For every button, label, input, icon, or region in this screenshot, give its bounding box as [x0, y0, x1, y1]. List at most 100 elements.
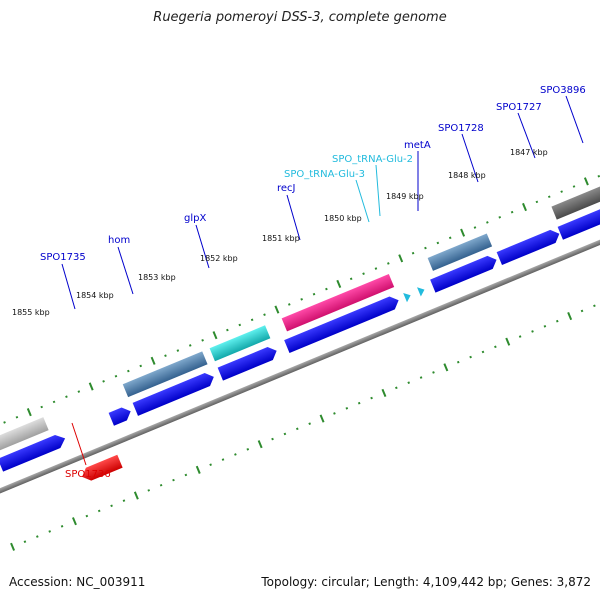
- major-tick: [443, 363, 449, 372]
- major-tick: [319, 414, 325, 423]
- minor-tick: [201, 339, 204, 342]
- minor-tick: [23, 540, 27, 543]
- leader-hom: [117, 246, 134, 295]
- minor-tick: [184, 473, 188, 477]
- kbp-label: 1847 kbp: [510, 148, 548, 157]
- minor-tick: [333, 412, 336, 415]
- gene-label-trna-glu-2[interactable]: SPO_tRNA-Glu-2: [332, 154, 413, 165]
- genome-summary-text: Topology: circular; Length: 4,109,442 bp…: [261, 575, 591, 589]
- inner-tick-track: [10, 304, 596, 551]
- minor-tick: [510, 210, 514, 214]
- minor-tick: [436, 241, 440, 245]
- minor-tick: [494, 345, 497, 349]
- minor-tick: [110, 504, 113, 508]
- gene-label-SPO1735[interactable]: SPO1735: [40, 252, 86, 263]
- major-tick: [26, 408, 32, 417]
- cog-feature-recJ: [281, 274, 395, 332]
- minor-tick: [357, 401, 361, 405]
- minor-tick: [263, 313, 266, 317]
- map-title: Ruegeria pomeroyi DSS-3, complete genome: [153, 10, 447, 25]
- cog-feature-SPO1727: [551, 183, 600, 220]
- gene-label-SPO1728[interactable]: SPO1728: [438, 123, 484, 134]
- minor-tick: [535, 200, 539, 204]
- gene-arrow-glpX: [217, 347, 277, 381]
- minor-tick: [102, 380, 105, 383]
- gene-label-metA[interactable]: metA: [404, 140, 431, 151]
- minor-tick: [481, 350, 485, 354]
- gene-label-glpX[interactable]: glpX: [184, 213, 206, 224]
- minor-tick: [374, 267, 378, 270]
- kbp-label: 1848 kbp: [448, 171, 486, 180]
- major-tick: [505, 337, 511, 346]
- major-tick: [10, 542, 16, 551]
- leader-trna-glu-3: [355, 179, 370, 223]
- minor-tick: [531, 330, 534, 333]
- accession-text: Accession: NC_003911: [9, 575, 146, 589]
- major-tick: [133, 491, 139, 500]
- major-tick: [522, 202, 527, 212]
- minor-tick: [221, 458, 225, 461]
- kbp-scale-labels: 1855 kbp 1854 kbp 1853 kbp 1852 kbp 1851…: [12, 148, 548, 317]
- gene-label-SPO1736[interactable]: SPO1736: [65, 469, 111, 480]
- leader-recJ: [286, 194, 301, 241]
- minor-tick: [424, 246, 427, 250]
- cog-feature-light: [0, 417, 49, 453]
- minor-tick: [395, 386, 398, 390]
- major-tick: [460, 228, 466, 237]
- leader-trna-glu-2: [375, 164, 381, 217]
- leader-SPO1735: [61, 263, 76, 310]
- gene-label-trna-glu-3[interactable]: SPO_tRNA-Glu-3: [284, 169, 365, 180]
- minor-tick: [448, 236, 452, 240]
- minor-tick: [543, 324, 547, 328]
- gene-label-SPO3896[interactable]: SPO3896: [540, 85, 586, 96]
- minor-tick: [287, 303, 291, 306]
- minor-tick: [172, 478, 175, 482]
- minor-tick: [370, 396, 373, 400]
- leader-SPO1736: [71, 422, 87, 466]
- major-tick: [150, 356, 156, 365]
- minor-tick: [283, 432, 287, 436]
- minor-tick: [48, 530, 52, 533]
- outer-tick-track: [3, 174, 600, 424]
- kbp-label: 1850 kbp: [324, 214, 362, 223]
- minor-tick: [312, 292, 316, 296]
- minor-tick: [469, 355, 472, 359]
- minor-tick: [122, 499, 126, 502]
- gene-label-SPO1727[interactable]: SPO1727: [496, 102, 542, 113]
- gene-arrow-trna-glu-2: [417, 287, 425, 297]
- minor-tick: [114, 374, 118, 378]
- minor-tick: [250, 318, 254, 322]
- minor-tick: [159, 483, 163, 487]
- leader-glpX: [195, 224, 210, 269]
- minor-tick: [325, 287, 328, 291]
- minor-tick: [547, 195, 551, 199]
- minor-tick: [560, 190, 563, 193]
- minor-tick: [40, 405, 43, 409]
- gene-label-hom[interactable]: hom: [108, 235, 130, 246]
- gene-label-recJ[interactable]: recJ: [277, 183, 296, 194]
- major-tick: [381, 388, 387, 398]
- cog-feature-glpX: [209, 325, 271, 362]
- gene-arrow-recJ: [284, 296, 399, 354]
- minor-tick: [147, 489, 151, 492]
- minor-tick: [486, 221, 489, 224]
- minor-tick: [432, 371, 435, 374]
- minor-tick: [456, 360, 460, 364]
- minor-tick: [226, 328, 229, 332]
- minor-tick: [188, 344, 192, 347]
- genome-backbone: [0, 201, 600, 497]
- major-tick: [398, 254, 404, 263]
- gene-arrow-left-edge: [0, 435, 66, 472]
- minor-tick: [209, 463, 212, 467]
- kbp-label: 1852 kbp: [200, 254, 238, 263]
- minor-tick: [407, 381, 411, 384]
- minor-tick: [473, 226, 477, 229]
- minor-tick: [97, 509, 101, 513]
- cog-feature-track: [0, 183, 600, 453]
- kbp-label: 1855 kbp: [12, 308, 50, 317]
- major-tick: [212, 331, 218, 340]
- minor-tick: [164, 354, 167, 358]
- kbp-label: 1854 kbp: [76, 291, 114, 300]
- minor-tick: [518, 335, 522, 338]
- gene-arrow-hom: [132, 373, 214, 416]
